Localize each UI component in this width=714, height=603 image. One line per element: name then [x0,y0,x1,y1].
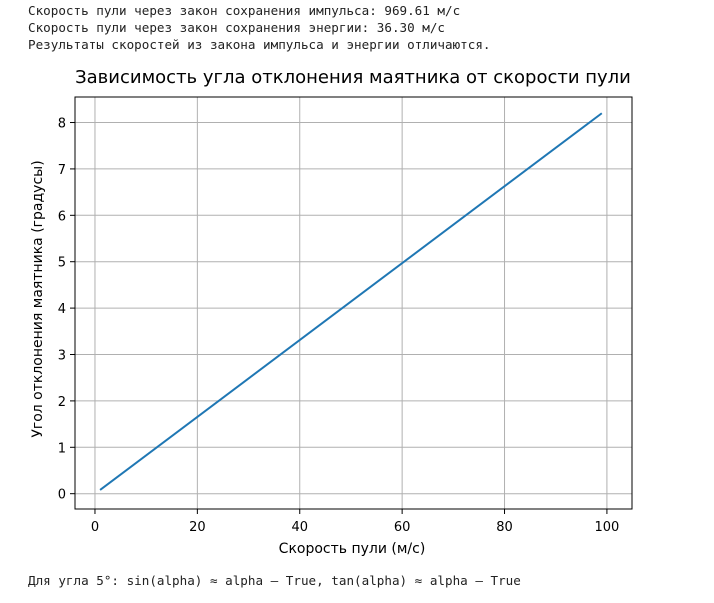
x-tick-label: 40 [291,520,308,535]
y-tick-label: 3 [58,349,66,364]
y-tick-label: 2 [58,395,66,410]
output-line-comparison: Результаты скоростей из закона импульса … [28,37,491,52]
x-axis-label: Скорость пули (м/с) [279,541,426,557]
chart-title: Зависимость угла отклонения маятника от … [75,67,631,88]
y-tick-label: 0 [58,488,66,503]
grid [75,97,632,509]
x-tick-label: 80 [496,520,513,535]
output-line-footer: Для угла 5°: sin(alpha) ≈ alpha — True, … [28,573,521,588]
x-tick-label: 100 [595,520,620,535]
y-tick-label: 7 [58,163,66,178]
y-tick-label: 1 [58,441,66,456]
y-axis-label: Угол отклонения маятника (градусы) [30,160,46,437]
y-tick-label: 8 [58,117,66,132]
y-tick-label: 5 [58,256,66,271]
output-line-momentum: Скорость пули через закон сохранения имп… [28,3,461,18]
x-tick-label: 60 [394,520,411,535]
y-tick-label: 4 [58,302,66,317]
x-tick-label: 20 [189,520,206,535]
ticks: 0 20 40 60 80 100 0 1 2 3 4 5 6 7 8 [58,117,620,535]
axes-frame [74,96,633,510]
series-layer [99,112,603,491]
output-line-energy: Скорость пули через закон сохранения эне… [28,20,446,35]
x-tick-label: 0 [91,520,99,535]
y-tick-label: 6 [58,209,66,224]
series-line [99,112,603,491]
